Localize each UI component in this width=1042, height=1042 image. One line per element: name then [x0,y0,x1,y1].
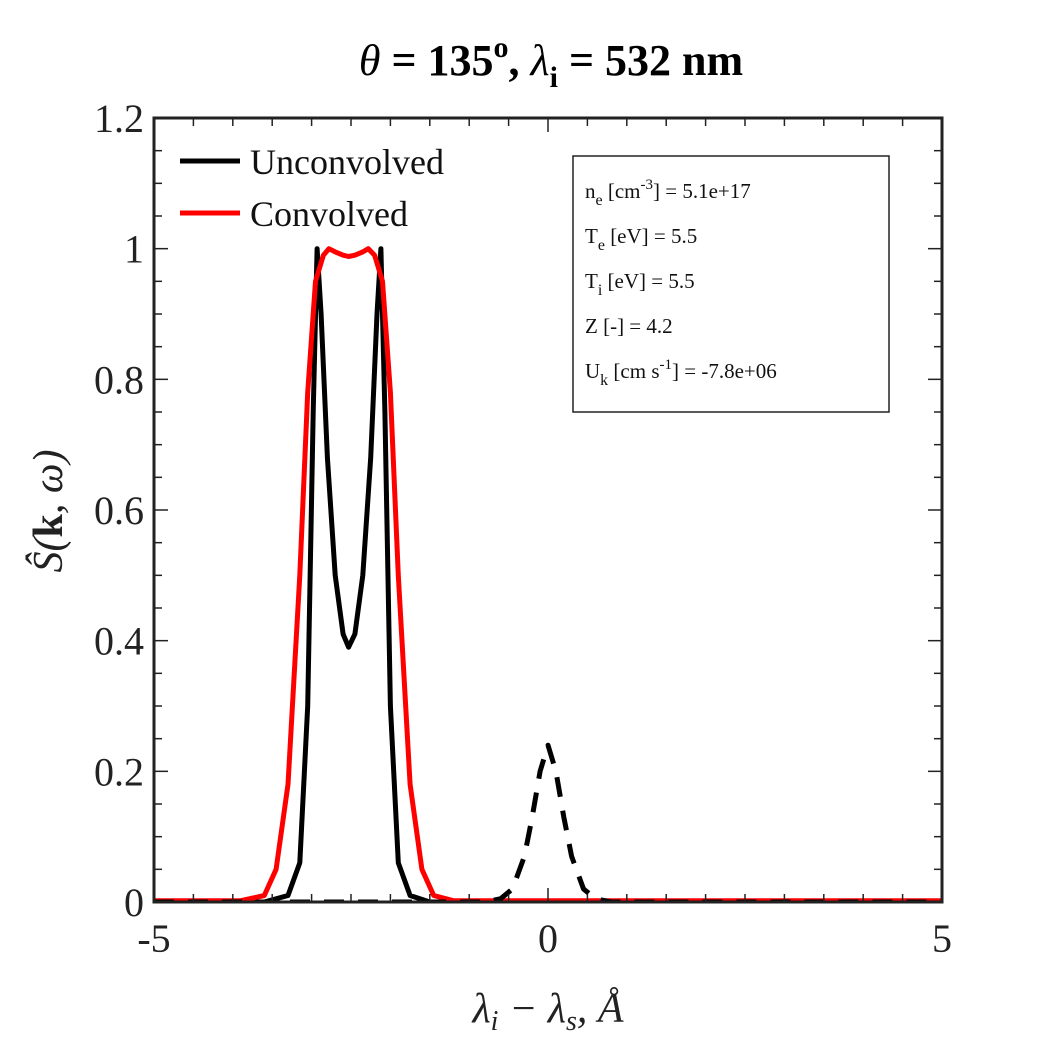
legend: Unconvolved Convolved [180,142,444,234]
y-label-bold: k [26,514,72,538]
series-group [154,246,942,902]
title-theta: θ [359,36,381,85]
parameter-line: ne [cm-3] = 5.1e+17 [585,177,751,209]
series-line-unconvolved [154,246,942,902]
parameter-box-border [572,155,890,413]
x-label-minus: − λ [498,986,566,1032]
parameter-box: ne [cm-3] = 5.1e+17 Te [eV] = 5.5 Ti [eV] … [572,155,890,413]
parameter-list: ne [cm-3] = 5.1e+17 Te [eV] = 5.5 Ti [eV] … [585,177,777,389]
y-tick-label: 0.6 [94,488,144,533]
axes-frame [152,116,944,904]
y-tick-label: 0.4 [94,619,144,664]
legend-label-unconvolved: Unconvolved [250,142,444,182]
x-label-angstrom: , Å [577,986,624,1032]
chart-title: θ = 135o, λi = 532 nm [359,31,743,94]
x-label-sub-i: i [491,1006,499,1037]
x-tick-label: 5 [932,916,952,961]
x-axis-label: λi − λs, Å [470,986,623,1037]
y-tick-label: 0.2 [94,749,144,794]
title-degree: o [494,31,509,64]
plot-area: -5 0 500.20.40.60.811.2 [94,96,952,961]
series-line-dashed-2 [154,742,942,902]
y-axis-label: Ŝ(k, ω) [25,450,72,573]
title-sep: , [509,36,531,85]
parameter-line: Z [-] = 4.2 [585,314,673,338]
y-tick-label: 1.2 [94,96,144,141]
y-tick-label: 0 [124,880,144,925]
parameter-line: Te [eV] = 5.5 [585,224,697,254]
y-label-suffix: , ω) [26,450,72,515]
y-tick-label: 0.8 [94,357,144,402]
x-tick-label: 0 [538,916,558,961]
parameter-line: Uk [cm s-1] = -7.8e+06 [585,357,777,389]
title-lambda-value: = 532 nm [558,36,743,85]
y-label-prefix: Ŝ( [25,535,72,573]
legend-label-convolved: Convolved [250,194,408,234]
x-label-sub-s: s [566,1006,577,1037]
x-tick-label: -5 [137,916,170,961]
title-lambda: λ [529,36,550,85]
parameter-line: Ti [eV] = 5.5 [585,269,695,299]
x-label-lambda-i: λ [470,986,490,1032]
title-theta-value: = 135 [380,36,493,85]
title-lambda-sub: i [550,61,558,94]
series-line-convolved [154,246,942,902]
y-tick-label: 1 [124,227,144,272]
